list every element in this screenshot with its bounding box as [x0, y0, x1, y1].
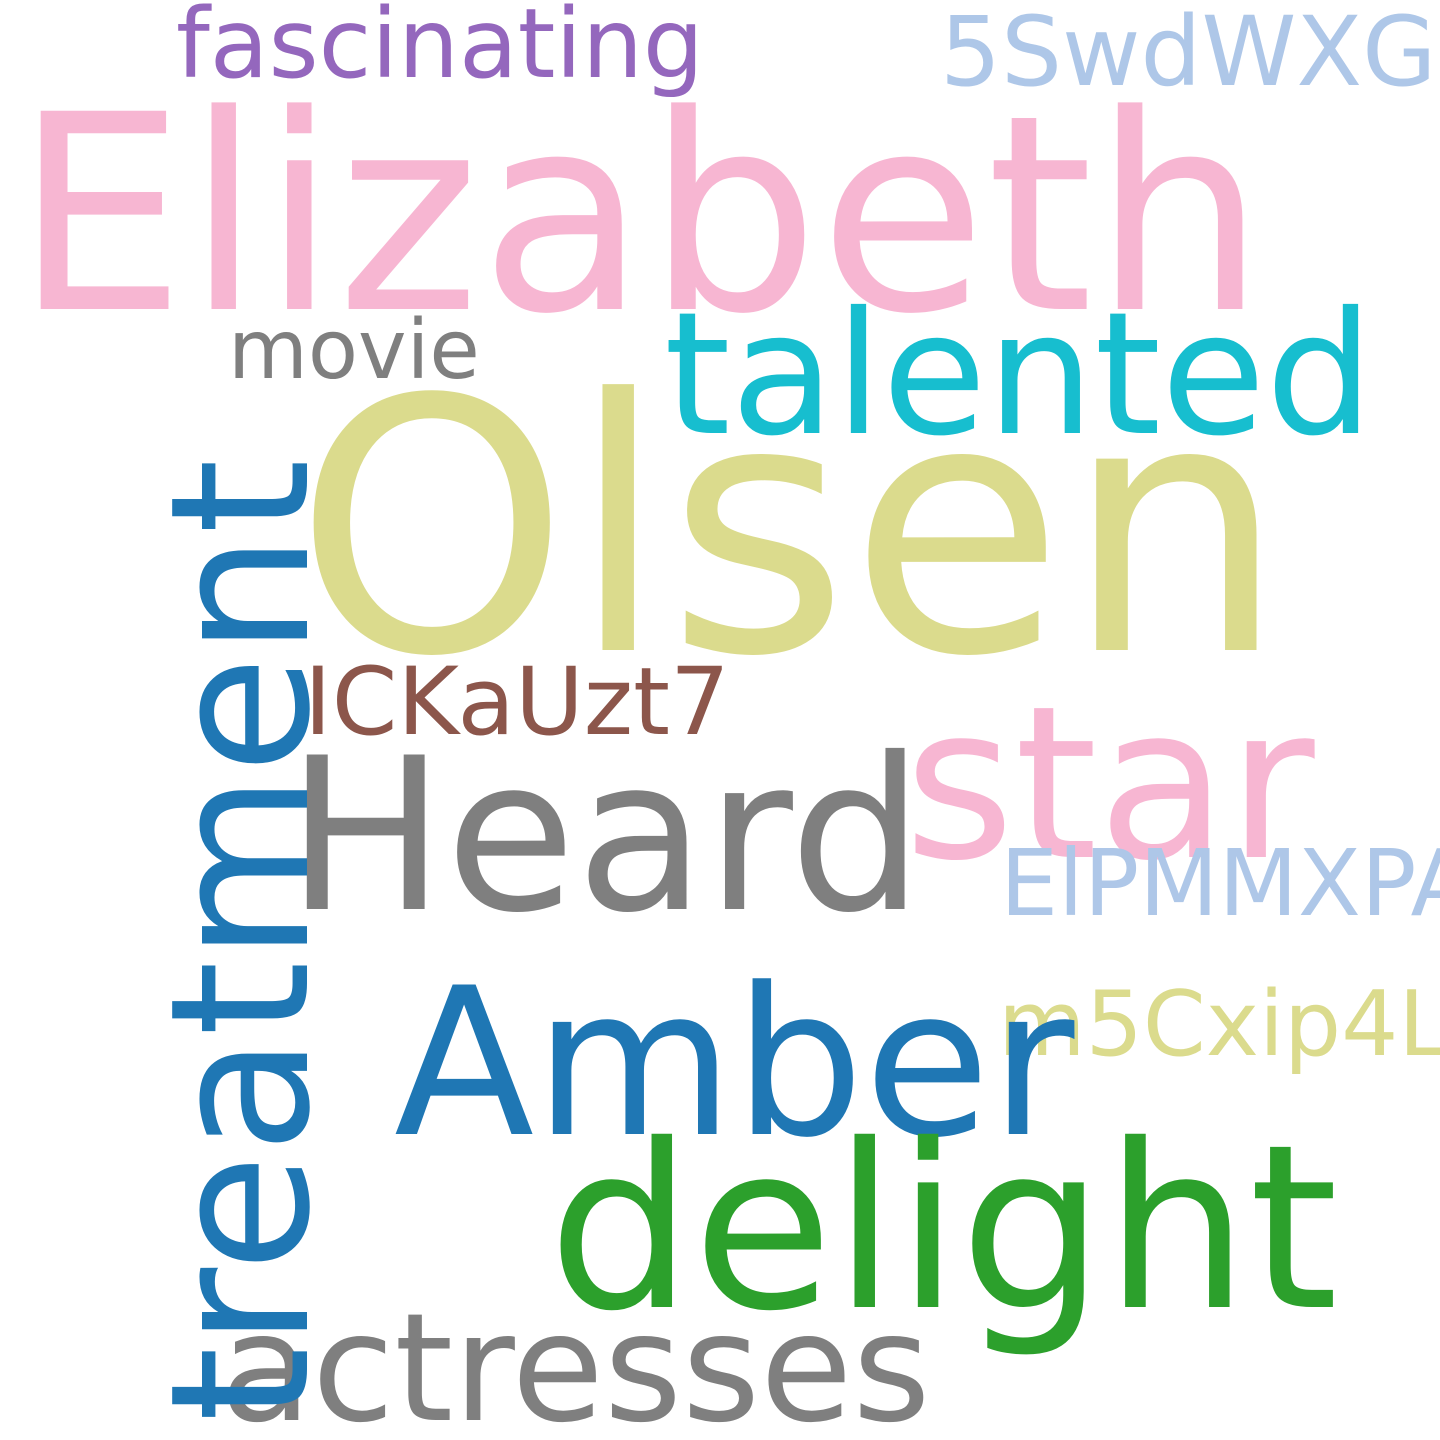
word-movie: movie: [228, 303, 480, 398]
word-fascinating: fascinating: [176, 0, 704, 100]
word-heard: Heard: [286, 712, 924, 959]
word-m5cxip4l: m5Cxip4L: [998, 972, 1440, 1077]
word-5swdwxgh: 5SwdWXGH: [940, 0, 1440, 108]
word-actresses: actresses: [220, 1282, 931, 1440]
word-olsen: Olsen: [294, 325, 1287, 733]
word-treatment: treatment: [130, 458, 353, 1422]
word-talented: talented: [664, 276, 1374, 474]
word-delight: delight: [548, 1095, 1339, 1361]
word-amber: Amber: [394, 945, 1075, 1183]
word-elpmmxpa: ElPMMXPA: [1000, 830, 1440, 937]
word-ickauzt7: ICKaUzt7: [304, 648, 730, 757]
word-elizabeth: Elizabeth: [14, 58, 1266, 374]
word-star: star: [904, 660, 1315, 907]
